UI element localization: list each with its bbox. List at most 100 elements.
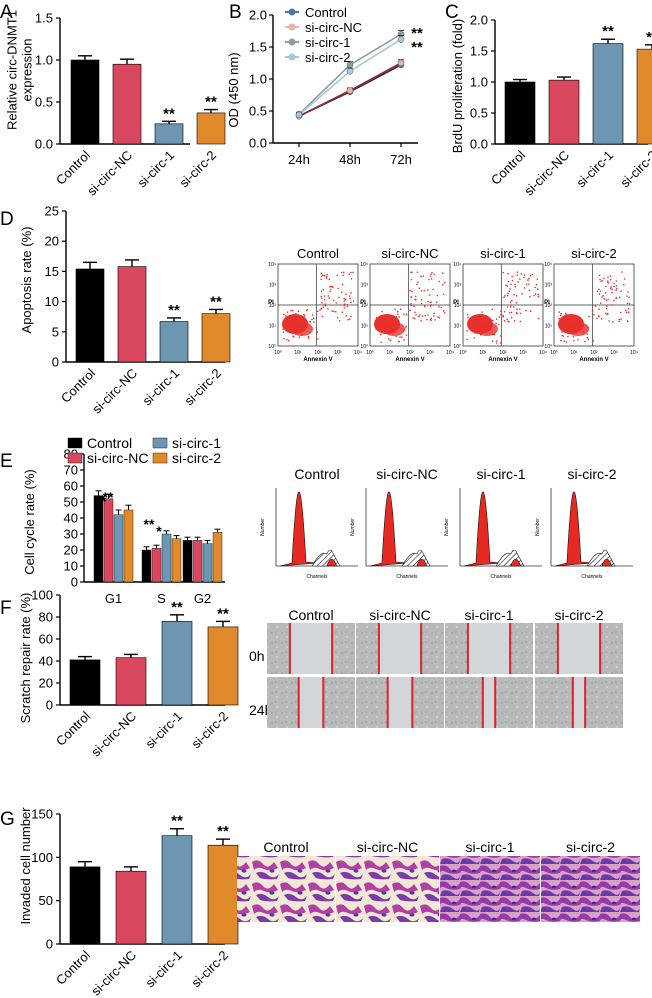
- event-dot: [604, 292, 607, 294]
- event-dot: [500, 313, 502, 316]
- event-dot: [618, 320, 620, 323]
- event-dot: [321, 297, 323, 299]
- event-dot: [572, 339, 575, 342]
- y-tick-label: 40: [64, 511, 78, 526]
- event-dot: [422, 275, 425, 277]
- bar-si-circ-2: [207, 626, 239, 706]
- bar-Control: [69, 659, 101, 706]
- event-dot: [479, 333, 482, 336]
- event-dot: [307, 335, 310, 338]
- event-dot: [529, 295, 531, 298]
- event-dot: [626, 320, 629, 322]
- significance-mark: **: [163, 105, 175, 122]
- event-dot: [336, 316, 339, 319]
- event-dot: [473, 324, 476, 327]
- y-tick-label: 1.0: [249, 72, 267, 87]
- event-dot: [404, 327, 407, 329]
- event-dot: [598, 293, 601, 295]
- event-dot: [605, 305, 608, 307]
- event-dot: [473, 325, 476, 328]
- event-dot: [336, 274, 339, 277]
- bar-G2-Control: [182, 540, 193, 583]
- event-dot: [504, 295, 506, 297]
- event-dot: [503, 310, 506, 313]
- event-dot: [326, 273, 328, 276]
- event-dot: [434, 319, 436, 321]
- event-dot: [335, 302, 338, 304]
- event-dot: [607, 280, 609, 283]
- g2-peak: [416, 558, 428, 567]
- event-dot: [516, 274, 519, 276]
- event-dot: [384, 328, 387, 331]
- event-dot: [341, 283, 344, 286]
- event-dot: [571, 320, 574, 322]
- flow-x-tick: 10⁴: [354, 350, 362, 356]
- x-tick-label: si-circ-2: [617, 148, 652, 191]
- bar-si-circ-NC: [115, 870, 147, 945]
- flow-y-tick: 10⁰: [544, 344, 552, 350]
- event-dot: [343, 303, 346, 305]
- event-dot: [507, 292, 509, 295]
- flow-x-tick: 10²: [314, 350, 322, 356]
- flow-x-tick: 10⁰: [459, 350, 467, 356]
- event-dot: [626, 302, 629, 305]
- y-tick-label: 1.0: [35, 53, 53, 68]
- event-dot: [514, 283, 516, 286]
- y-tick-label: 0: [46, 698, 53, 713]
- event-dot: [420, 299, 423, 301]
- event-dot: [558, 317, 560, 320]
- flow-plot-title: si-circ-2: [571, 246, 617, 261]
- event-dot: [440, 306, 443, 309]
- event-dot: [610, 286, 613, 288]
- event-dot: [395, 335, 397, 338]
- event-dot: [409, 309, 411, 312]
- x-tick-label: 24h: [288, 152, 310, 167]
- x-tick-label: Control: [488, 147, 528, 187]
- data-point-si-circ-2: [397, 36, 405, 43]
- significance-mark: **: [217, 823, 229, 840]
- event-dot: [473, 337, 476, 339]
- event-dot: [300, 320, 302, 323]
- event-dot: [427, 300, 429, 303]
- event-dot: [315, 327, 318, 329]
- bar-S-Control: [141, 549, 152, 583]
- event-dot: [323, 274, 326, 277]
- scratch-gap: [387, 677, 413, 728]
- bar-Control: [69, 866, 101, 945]
- x-tick-label: si-circ-1: [142, 948, 185, 991]
- event-dot: [600, 280, 602, 283]
- y-tick-label: 20: [45, 234, 59, 249]
- event-dot: [577, 338, 579, 341]
- event-dot: [375, 316, 378, 319]
- event-dot: [609, 278, 612, 281]
- significance-mark: **: [210, 293, 222, 310]
- y-axis-label-line: expression: [20, 39, 35, 102]
- event-dot: [607, 298, 609, 301]
- event-dot: [350, 271, 352, 274]
- event-dot: [513, 293, 515, 296]
- event-dot: [405, 334, 408, 337]
- event-dot: [352, 271, 354, 274]
- invasion-image: [336, 856, 439, 922]
- bar-si-circ-NC: [115, 657, 147, 706]
- y-tick-label: 0: [71, 575, 78, 590]
- bar-si-circ-1: [154, 123, 184, 145]
- event-dot: [410, 278, 413, 281]
- event-dot: [474, 332, 476, 334]
- flow-plot-title: Control: [297, 246, 339, 261]
- panel-letter-G: G: [0, 809, 15, 830]
- event-dot: [596, 317, 598, 320]
- legend-label: si-circ-NC: [305, 20, 362, 35]
- event-dot: [309, 320, 312, 323]
- event-dot: [282, 328, 284, 331]
- event-dot: [418, 287, 421, 290]
- event-dot: [513, 306, 515, 308]
- legend-swatch: [152, 452, 168, 464]
- bar-si-circ-2: [201, 313, 231, 363]
- event-dot: [433, 315, 435, 317]
- event-dot: [398, 316, 400, 318]
- y-tick-label: 1.5: [470, 44, 488, 59]
- y-axis-label-line: Relative circ-DNMT1: [5, 10, 20, 130]
